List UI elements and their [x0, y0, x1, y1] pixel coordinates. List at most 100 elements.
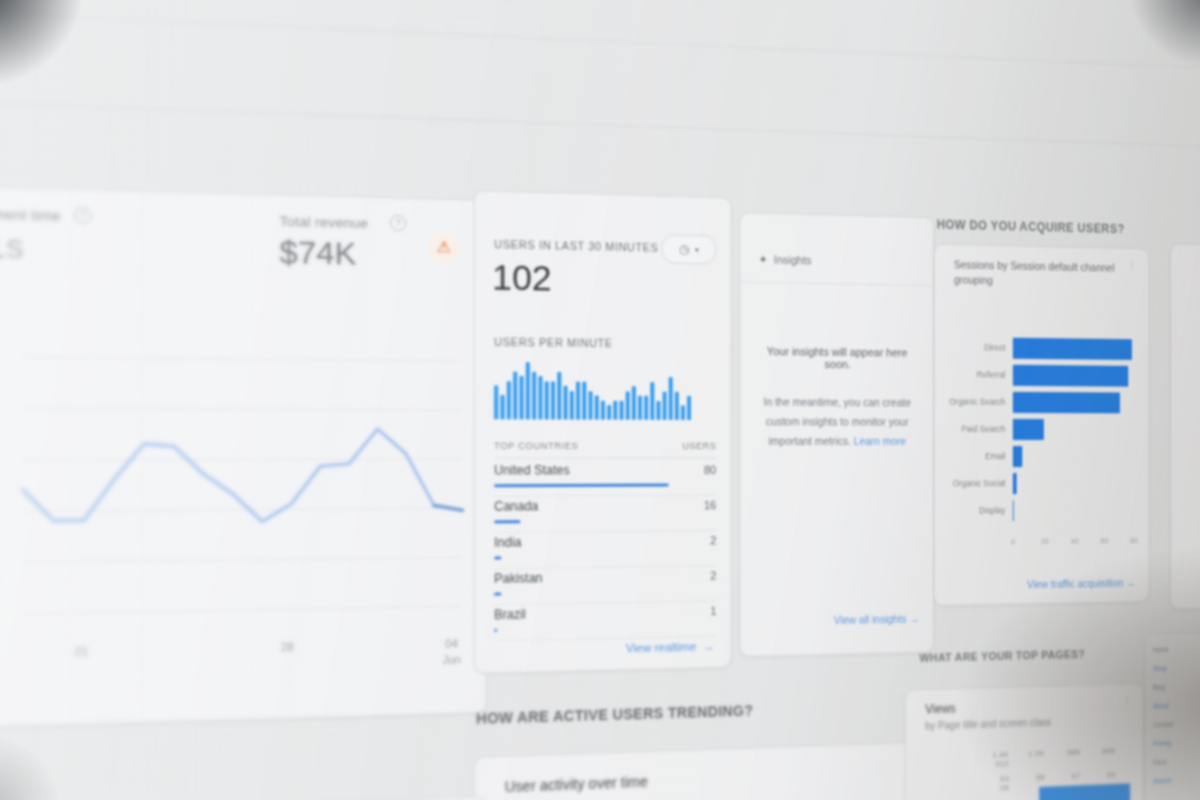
country-bar [494, 520, 521, 524]
channel-bar [1012, 500, 1015, 522]
channel-axis-tick: 80 [1130, 535, 1138, 545]
minute-bar [644, 395, 649, 420]
channel-row: Referral [948, 361, 1135, 390]
minute-bar [506, 381, 511, 420]
card-menu-icon[interactable]: ⋮ [1127, 259, 1138, 273]
side-table-rows: Home412Shop376Blog298About214Contact186P… [1146, 632, 1200, 785]
countries-list: United States 80 Canada 16 India 2 Pakistan 2 Br… [475, 191, 730, 642]
country-row: United States 80 [494, 459, 717, 497]
channel-axis-tick: 40 [1070, 536, 1079, 546]
active-users-count: 102 [491, 257, 552, 300]
channel-track [1012, 337, 1132, 360]
channel-track [1012, 473, 1132, 495]
channel-track [1012, 445, 1132, 468]
channel-bar [1012, 418, 1045, 441]
country-row: Brazil 1 [494, 600, 717, 642]
channel-rows: Direct Referral Organic Search Paid Search E… [935, 245, 1149, 522]
side-table-label: About [1152, 703, 1169, 711]
country-row: Canada 16 [494, 494, 717, 534]
pages-stat-cell: 512 [995, 758, 1010, 769]
side-table-row: Home412 [1153, 640, 1200, 661]
channel-label: Organic Search [949, 396, 1006, 407]
channel-label: Direct [984, 342, 1006, 353]
side-table-row: Pricing142 [1153, 733, 1200, 755]
pages-stat-cell: 845 [1102, 746, 1116, 756]
country-bar [494, 556, 502, 560]
channel-label: Paid Search [961, 423, 1006, 434]
view-realtime-link[interactable]: View realtime → [625, 640, 715, 656]
minute-bar [631, 386, 636, 420]
minute-bar [538, 376, 543, 420]
country-name: Brazil [494, 606, 526, 623]
x-axis-tick-sub: Jun [441, 653, 461, 668]
country-users: 2 [710, 535, 717, 548]
users-column-header: USERS [682, 440, 717, 452]
insights-body-line: custom insights to monitor your [765, 416, 909, 429]
channel-axis-tick: 60 [1100, 536, 1109, 546]
view-traffic-acquisition-link[interactable]: View traffic acquisition → [1027, 577, 1136, 592]
line-chart-svg [23, 356, 462, 613]
minute-bar [607, 404, 612, 420]
pages-chart-fragment [1039, 783, 1131, 800]
trending-section-header: HOW ARE ACTIVE USERS TRENDING? [476, 702, 754, 727]
overview-card: engagement time ? m 51s Total revenue ? … [0, 184, 491, 730]
arrow-icon: → [702, 640, 715, 654]
minute-bar [594, 395, 599, 420]
minute-bar [588, 391, 593, 420]
channel-track [1012, 391, 1132, 414]
country-users: 80 [703, 464, 717, 478]
country-bar [494, 628, 498, 632]
users-per-minute-label: USERS PER MINUTE [494, 336, 613, 351]
minute-bar [582, 381, 587, 420]
help-icon[interactable]: ? [74, 206, 92, 224]
minute-bar [525, 362, 530, 420]
insights-body: In the meantime, you can create custom in… [750, 393, 923, 452]
help-icon[interactable]: ? [390, 214, 407, 232]
channel-row: Paid Search [948, 416, 1135, 443]
minute-bar [563, 385, 568, 420]
warning-triangle-icon[interactable]: ⚠ [427, 231, 461, 265]
side-table-label: Docs [1152, 759, 1167, 767]
card-menu-icon[interactable]: ⋮ [1121, 695, 1132, 708]
side-table-row: Search64 [1153, 770, 1200, 792]
channel-bar [1012, 445, 1023, 468]
side-table-row: Docs98 [1153, 751, 1200, 773]
channel-axis-tick: 0 [1010, 537, 1015, 547]
pages-card: Views by Page title and screen class ⋮ 1… [904, 683, 1144, 800]
side-table-row: Contact186 [1153, 714, 1200, 736]
user-activity-card: User activity over time [473, 741, 933, 800]
user-activity-title: User activity over time [504, 772, 648, 796]
insights-header: ✦ Insights [758, 253, 812, 268]
learn-more-link[interactable]: Learn more [853, 435, 906, 448]
pages-card-title: Views [925, 701, 956, 717]
side-table-row: About214 [1153, 696, 1200, 718]
engagement-time-label: engagement time [0, 204, 61, 225]
total-revenue-value: $74K [279, 234, 357, 273]
country-users: 2 [710, 570, 717, 583]
minute-bar [680, 405, 685, 420]
channel-track [1012, 364, 1132, 387]
minute-bar [557, 371, 562, 420]
side-table-label: Contact [1152, 721, 1174, 730]
chevron-down-icon: ▾ [694, 244, 699, 255]
minute-bar [575, 381, 581, 420]
country-users: 16 [703, 499, 717, 513]
minute-bar [519, 375, 524, 420]
minute-bar [494, 385, 499, 420]
pages-section-header: WHAT ARE YOUR TOP PAGES? [919, 648, 1085, 665]
minute-bar [600, 400, 606, 420]
minute-bar [637, 395, 643, 420]
pages-stat-cell: 58 [1035, 772, 1045, 783]
minute-bar [613, 400, 618, 420]
country-name: Canada [494, 498, 539, 514]
channel-row: Organic Search [948, 388, 1135, 416]
channel-row: Display [948, 496, 1135, 524]
countries-divider [494, 457, 717, 459]
side-table-label: Shop [1152, 665, 1167, 673]
view-all-insights-link[interactable]: View all insights → [833, 613, 920, 628]
x-axis-tick: 21 [74, 645, 89, 660]
realtime-options-button[interactable]: ◷ ▾ [661, 234, 717, 265]
